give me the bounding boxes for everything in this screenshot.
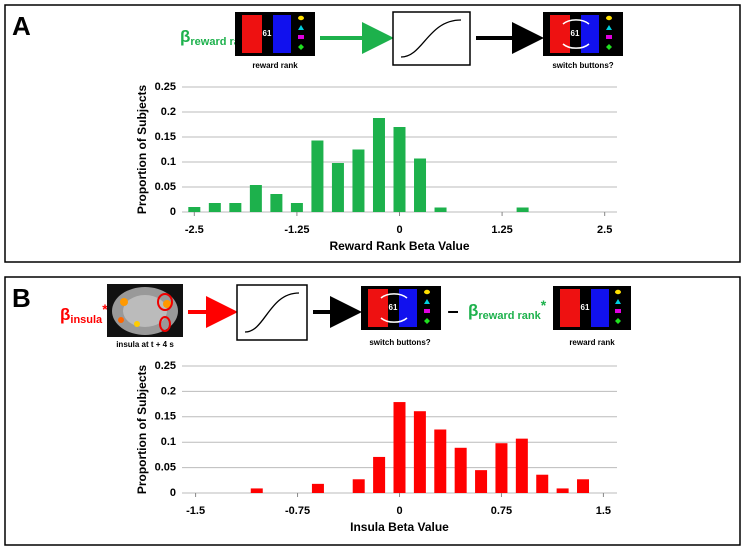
y-axis-title: Proportion of Subjects [135,365,149,495]
y-tick-label: 0.05 [155,181,176,193]
bar [250,488,263,493]
sigmoid-box [236,284,308,341]
bar [414,158,427,212]
beta-symbol: β [468,301,478,320]
bar [475,470,488,493]
beta-subscript: reward rank [478,310,541,322]
x-tick-label: -2.5 [185,224,204,236]
x-tick-label: -0.75 [285,505,310,517]
panel-frame [4,276,741,546]
screen-number: 61 [263,29,272,38]
y-tick-label: 0.1 [161,156,176,168]
y-tick-label: 0 [170,206,176,218]
bar [372,118,385,212]
y-tick-label: 0.2 [161,106,176,118]
sigmoid-box [392,11,471,66]
y-tick-label: 0.25 [155,81,176,93]
bar [249,185,262,212]
minus-sign: – [447,300,458,322]
screen-number: 61 [571,29,580,38]
beta-label: βinsula* [60,301,108,326]
panel-frame [4,4,741,263]
x-axis-title: Reward Rank Beta Value [329,239,469,253]
x-tick-label: 0 [396,224,402,236]
screen-icon: 61 [543,12,623,56]
panel-label: A [12,11,31,41]
bar [515,438,528,493]
x-axis-title: Insula Beta Value [350,520,449,534]
screen-icon: 61 [553,286,631,330]
y-tick-label: 0.25 [155,360,176,372]
y-axis-title: Proportion of Subjects [135,85,149,215]
bar [413,411,426,493]
caption: reward rank [252,61,298,70]
caption: switch buttons? [552,61,613,70]
beta-label: βreward rank* [468,297,547,322]
beta-star: * [541,297,547,313]
x-tick-label: -1.25 [284,224,309,236]
beta-subscript: insula [70,314,103,326]
bar [516,207,529,212]
bar [434,207,447,212]
bar [454,447,467,493]
bar [208,203,221,212]
bar [434,429,447,493]
panel-label: B [12,283,31,313]
x-tick-label: -1.5 [186,505,205,517]
bar [495,443,508,493]
bar [393,402,406,493]
x-tick-label: 2.5 [597,224,612,236]
bar [536,474,549,493]
screen-icon: 61 [235,12,315,56]
bar [352,149,365,212]
beta-symbol: β [60,305,70,324]
bar [311,140,324,212]
bar [331,163,344,212]
bar [311,483,324,493]
beta-star: * [102,301,108,317]
y-tick-label: 0 [170,487,176,499]
bar [229,203,242,212]
x-tick-label: 1.5 [596,505,611,517]
y-tick-label: 0.15 [155,411,176,423]
x-tick-label: 0 [396,505,402,517]
bar [270,194,283,212]
screen-number: 61 [581,303,590,312]
beta-symbol: β [180,27,190,46]
y-tick-label: 0.15 [155,131,176,143]
y-tick-label: 0.1 [161,436,176,448]
caption: switch buttons? [369,338,430,347]
brain-image [107,284,183,337]
screen-icon: 61 [361,286,441,330]
bar [352,479,365,493]
bar [393,127,406,212]
y-tick-label: 0.2 [161,385,176,397]
bar [556,488,569,493]
bar [188,207,201,212]
x-tick-label: 1.25 [491,224,512,236]
bar [290,203,303,212]
y-tick-label: 0.05 [155,462,176,474]
screen-number: 61 [389,303,398,312]
caption: insula at t + 4 s [116,340,174,349]
caption: reward rank [569,338,615,347]
bar [373,456,386,493]
x-tick-label: 0.75 [491,505,512,517]
bar [577,479,590,493]
